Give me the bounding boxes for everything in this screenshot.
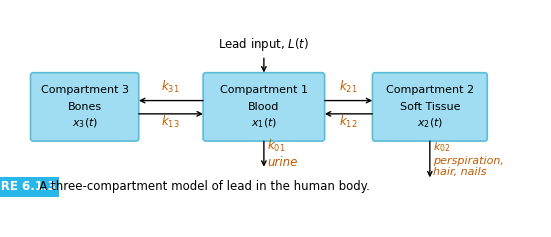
Text: $k_{31}$: $k_{31}$: [161, 79, 180, 95]
Text: $k_{21}$: $k_{21}$: [339, 79, 358, 95]
Text: Blood: Blood: [248, 102, 279, 112]
Text: Soft Tissue: Soft Tissue: [399, 102, 460, 112]
Text: Bones: Bones: [68, 102, 102, 112]
Text: $k_{02}$
perspiration,
hair, nails: $k_{02}$ perspiration, hair, nails: [433, 141, 504, 178]
Text: $x_2(t)$: $x_2(t)$: [417, 117, 443, 130]
Text: Compartment 2: Compartment 2: [386, 85, 474, 95]
Text: Lead input, $L(t)$: Lead input, $L(t)$: [218, 36, 310, 53]
FancyBboxPatch shape: [203, 73, 325, 141]
Text: $k_{13}$: $k_{13}$: [161, 114, 180, 130]
Text: Compartment 3: Compartment 3: [41, 85, 128, 95]
Text: Compartment 1: Compartment 1: [220, 85, 308, 95]
Text: $k_{12}$: $k_{12}$: [339, 114, 358, 130]
FancyBboxPatch shape: [372, 73, 487, 141]
FancyBboxPatch shape: [30, 73, 139, 141]
Text: A three-compartment model of lead in the human body.: A three-compartment model of lead in the…: [28, 180, 370, 193]
Text: $k_{01}$
urine: $k_{01}$ urine: [267, 138, 297, 169]
Text: $x_3(t)$: $x_3(t)$: [72, 117, 98, 130]
Text: $x_1(t)$: $x_1(t)$: [251, 117, 277, 130]
Text: FIGURE 6.1.3: FIGURE 6.1.3: [0, 180, 55, 193]
